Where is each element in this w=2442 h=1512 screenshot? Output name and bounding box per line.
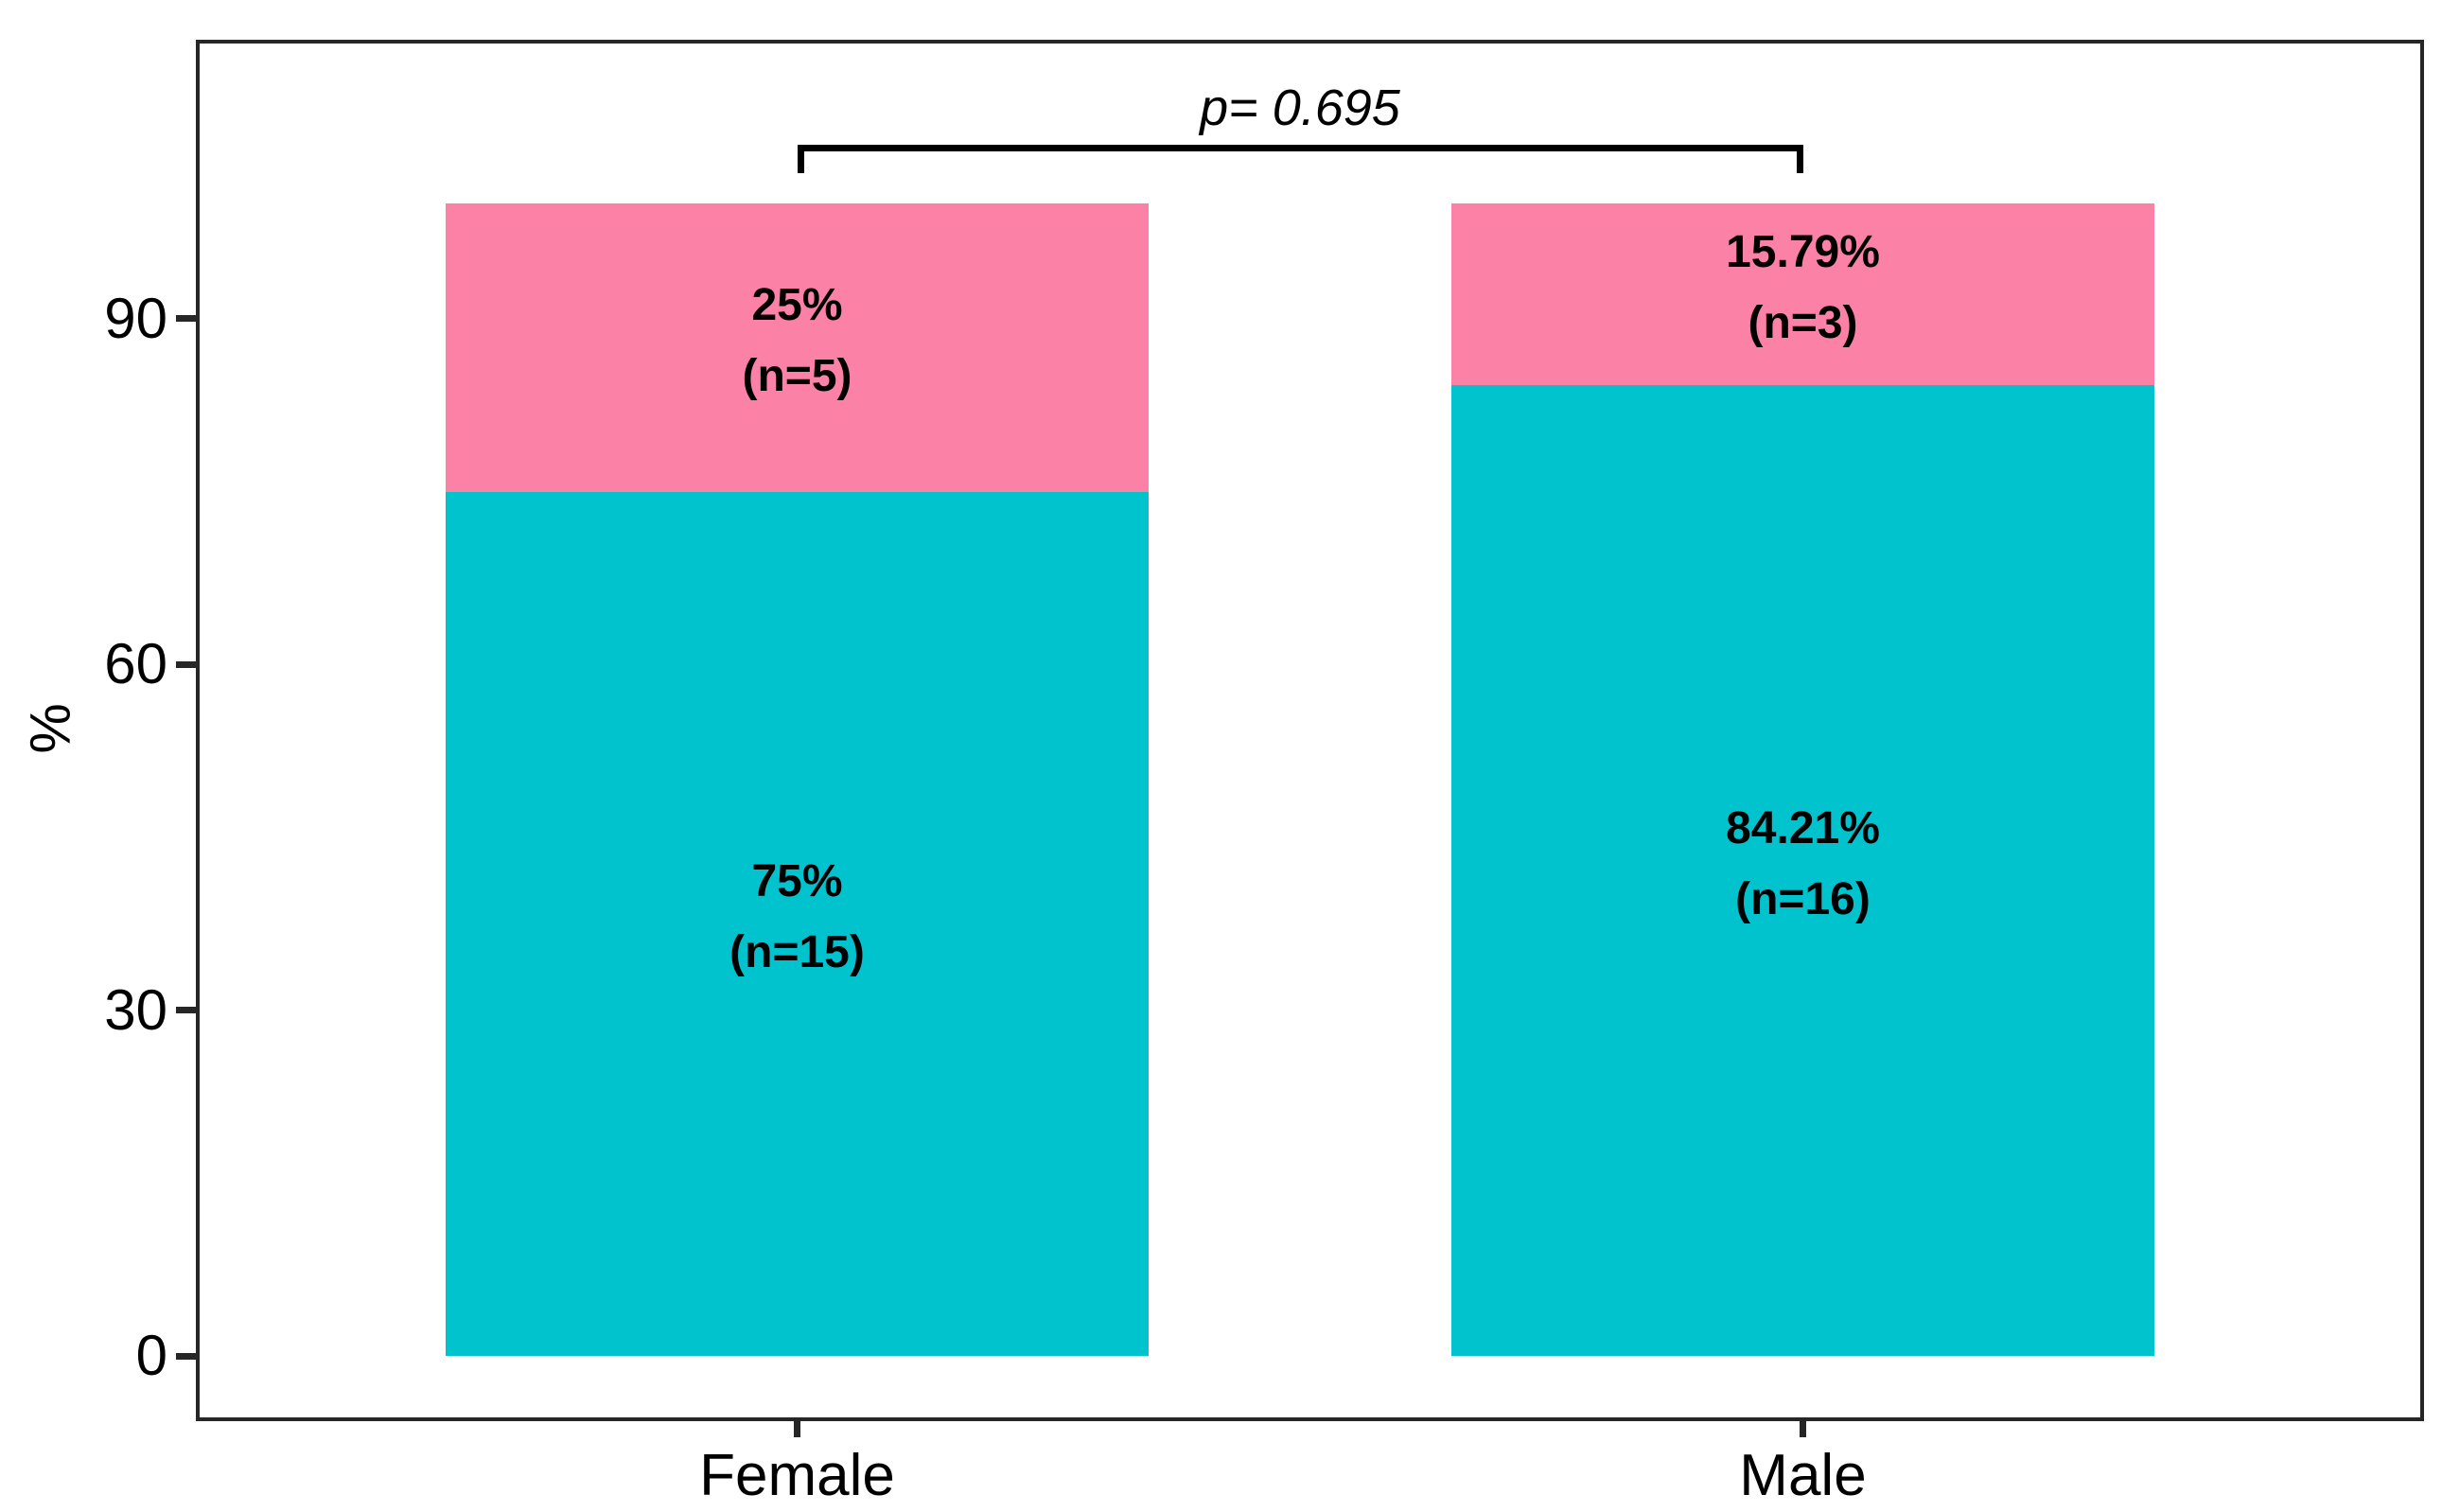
y-axis-title: %	[18, 703, 82, 754]
bar-female[interactable]: 25% (n=5) 75% (n=15)	[446, 203, 1149, 1356]
y-tick-label: 30	[104, 977, 167, 1042]
y-tick-mark	[176, 1007, 196, 1014]
bar-male[interactable]: 15.79% (n=3) 84.21% (n=16)	[1451, 203, 2154, 1356]
segment-label: 75% (n=15)	[729, 846, 865, 988]
bar-segment-female-upper[interactable]: 25% (n=5)	[446, 203, 1149, 492]
segment-label: 25% (n=5)	[742, 270, 852, 412]
segment-percent-label: 84.21%	[1726, 803, 1880, 854]
y-tick-label: 0	[135, 1324, 167, 1387]
segment-label: 84.21% (n=16)	[1726, 793, 1880, 935]
bar-segment-male-lower[interactable]: 84.21% (n=16)	[1451, 385, 2154, 1356]
y-tick-mark	[176, 315, 196, 323]
segment-label: 15.79% (n=3)	[1726, 217, 1880, 359]
y-tick-mark	[176, 1352, 196, 1360]
y-tick-label: 90	[104, 286, 167, 350]
p-value-label: p= 0.695	[1200, 79, 1400, 136]
segment-percent-label: 15.79%	[1726, 227, 1880, 278]
significance-bracket	[797, 145, 1803, 173]
segment-percent-label: 25%	[751, 280, 843, 331]
bar-segment-female-lower[interactable]: 75% (n=15)	[446, 491, 1149, 1356]
y-tick-label: 60	[104, 632, 167, 696]
x-category-label-female: Female	[699, 1443, 895, 1508]
bar-segment-male-upper[interactable]: 15.79% (n=3)	[1451, 203, 2154, 386]
segment-percent-label: 75%	[751, 856, 843, 907]
x-tick-mark	[794, 1421, 800, 1437]
x-tick-mark	[1800, 1421, 1806, 1437]
segment-count-label: (n=5)	[742, 351, 852, 402]
segment-count-label: (n=16)	[1735, 874, 1871, 925]
y-tick-mark	[176, 660, 196, 668]
segment-count-label: (n=15)	[729, 927, 865, 978]
segment-count-label: (n=3)	[1748, 298, 1858, 349]
x-category-label-male: Male	[1739, 1443, 1867, 1508]
